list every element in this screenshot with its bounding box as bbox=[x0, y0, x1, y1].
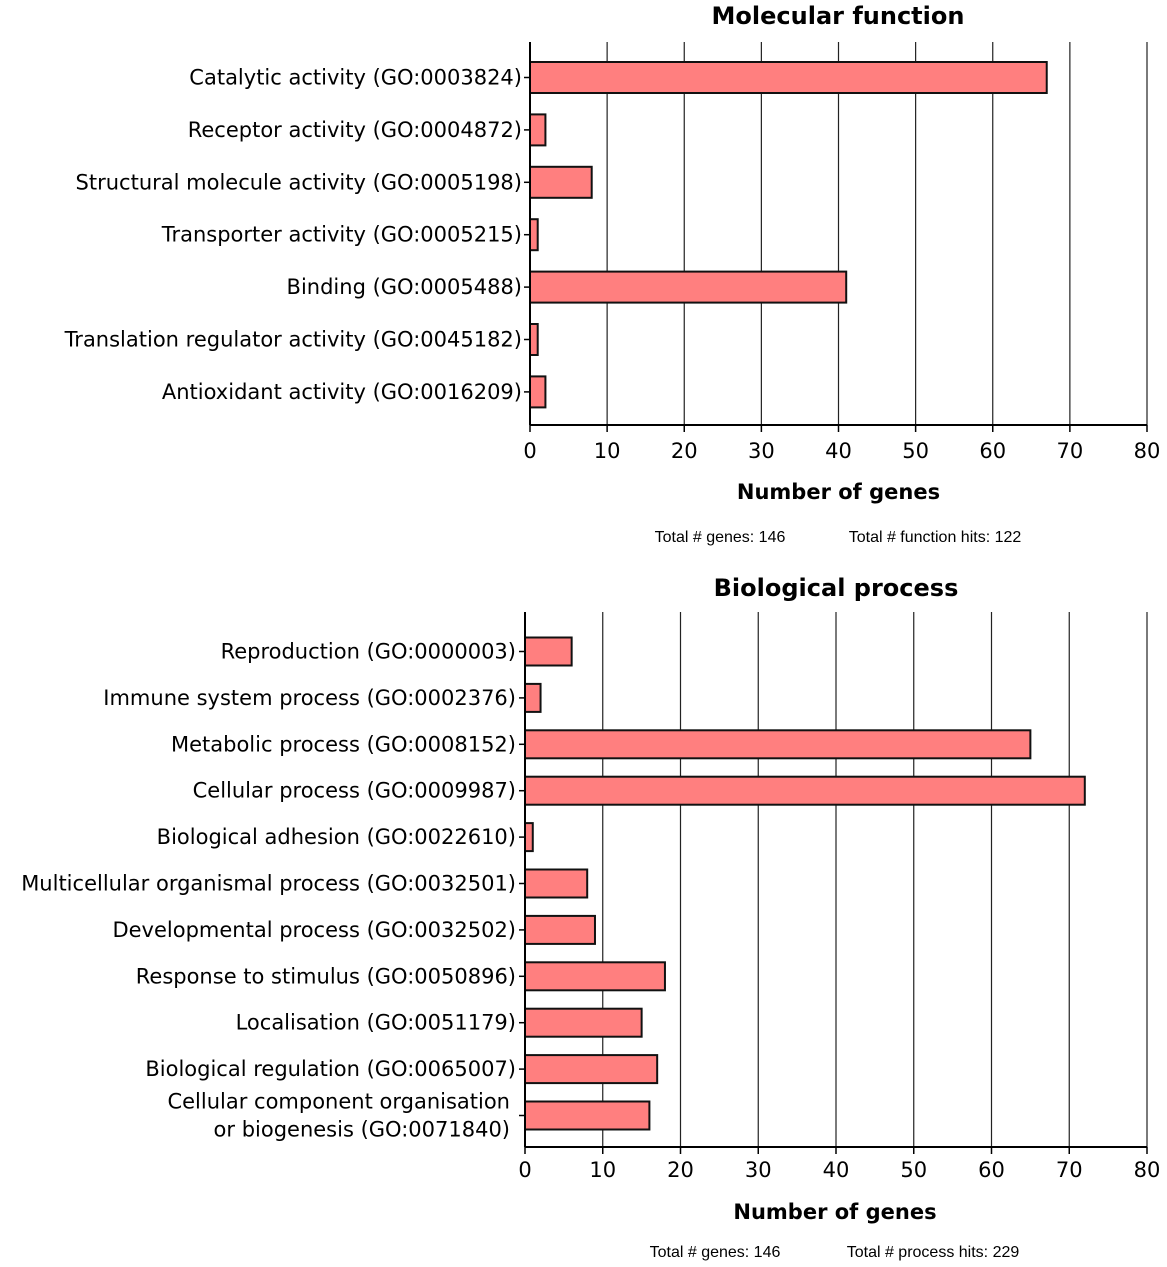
category-label: Cellular component organisation bbox=[167, 1090, 510, 1114]
category-label: Biological adhesion (GO:0022610) bbox=[157, 825, 516, 849]
bar bbox=[524, 914, 596, 945]
bar bbox=[524, 868, 589, 899]
x-tick-label: 70 bbox=[1057, 439, 1084, 463]
category-label: Developmental process (GO:0032502) bbox=[112, 918, 516, 942]
category-label: Antioxidant activity (GO:0016209) bbox=[162, 380, 522, 404]
x-axis-label: Number of genes bbox=[737, 480, 940, 504]
x-tick-label: 0 bbox=[523, 439, 536, 463]
category-label: Receptor activity (GO:0004872) bbox=[188, 118, 522, 142]
bar bbox=[529, 218, 539, 252]
x-tick-label: 30 bbox=[748, 439, 775, 463]
x-tick-label: 20 bbox=[671, 439, 698, 463]
bar bbox=[524, 822, 534, 853]
bar bbox=[529, 113, 547, 147]
bar bbox=[524, 729, 1032, 760]
category-label: Biological regulation (GO:0065007) bbox=[145, 1057, 516, 1081]
category-label: Cellular process (GO:0009987) bbox=[193, 779, 516, 803]
x-tick-label: 40 bbox=[823, 1158, 850, 1182]
x-tick-label: 50 bbox=[900, 1158, 927, 1182]
x-tick-label: 20 bbox=[667, 1158, 694, 1182]
bar bbox=[529, 270, 848, 304]
x-tick-label: 30 bbox=[745, 1158, 772, 1182]
x-tick-label: 40 bbox=[825, 439, 852, 463]
bar bbox=[524, 636, 573, 667]
bar bbox=[529, 61, 1048, 94]
chart-title: Molecular function bbox=[712, 2, 965, 30]
bar bbox=[529, 375, 547, 409]
bar bbox=[529, 165, 593, 199]
molecular-function-chart: Molecular function Catalytic activity (GO… bbox=[64, 2, 1161, 546]
x-tick-label: 60 bbox=[979, 439, 1006, 463]
chart-title: Biological process bbox=[714, 574, 959, 602]
x-tick-label: 80 bbox=[1134, 439, 1161, 463]
bar bbox=[524, 682, 542, 713]
bar bbox=[524, 775, 1086, 806]
bar bbox=[524, 1100, 651, 1131]
x-tick-label: 60 bbox=[978, 1158, 1005, 1182]
total-genes-text: Total # genes: 146 bbox=[655, 529, 786, 546]
category-label: Catalytic activity (GO:0003824) bbox=[189, 66, 522, 90]
category-label: or biogenesis (GO:0071840) bbox=[214, 1118, 510, 1142]
category-label: Reproduction (GO:0000003) bbox=[221, 640, 516, 664]
bar bbox=[524, 1007, 643, 1038]
category-label: Structural molecule activity (GO:0005198… bbox=[76, 170, 522, 194]
total-genes-text: Total # genes: 146 bbox=[650, 1244, 781, 1261]
category-label: Localisation (GO:0051179) bbox=[236, 1011, 516, 1035]
total-hits-text: Total # function hits: 122 bbox=[849, 529, 1022, 546]
x-tick-label: 10 bbox=[589, 1158, 616, 1182]
bar bbox=[529, 323, 539, 356]
x-tick-label: 80 bbox=[1134, 1158, 1161, 1182]
category-label: Response to stimulus (GO:0050896) bbox=[136, 964, 516, 988]
category-label: Translation regulator activity (GO:00451… bbox=[64, 328, 522, 352]
bar bbox=[524, 961, 666, 992]
x-tick-label: 70 bbox=[1056, 1158, 1083, 1182]
category-label: Metabolic process (GO:0008152) bbox=[171, 732, 516, 756]
biological-process-chart: Biological process Reproduction (GO:00000… bbox=[21, 574, 1160, 1261]
category-label: Transporter activity (GO:0005215) bbox=[161, 223, 522, 247]
x-tick-label: 50 bbox=[902, 439, 929, 463]
total-hits-text: Total # process hits: 229 bbox=[847, 1244, 1020, 1261]
bar bbox=[524, 1054, 659, 1085]
category-label: Multicellular organismal process (GO:003… bbox=[21, 872, 516, 896]
category-label: Binding (GO:0005488) bbox=[287, 275, 522, 299]
x-tick-label: 0 bbox=[518, 1158, 531, 1182]
x-axis-label: Number of genes bbox=[733, 1200, 936, 1224]
x-tick-label: 10 bbox=[594, 439, 621, 463]
category-label: Immune system process (GO:0002376) bbox=[103, 686, 516, 710]
